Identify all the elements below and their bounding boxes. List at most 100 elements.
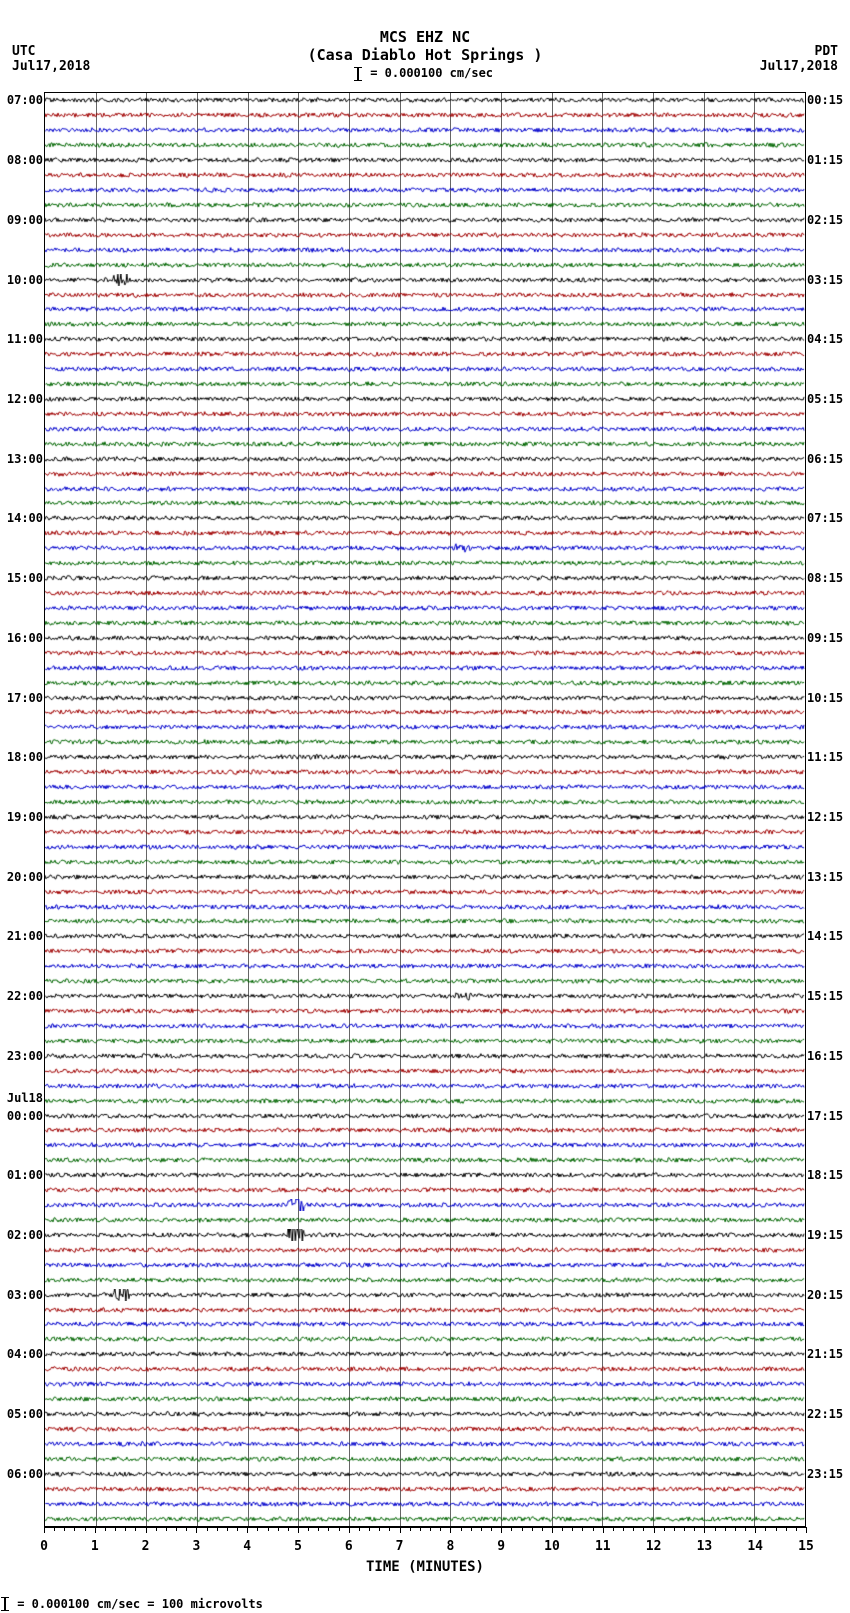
time-label-right: 02:15 xyxy=(807,213,843,227)
trace-row xyxy=(45,966,805,967)
time-label-right: 12:15 xyxy=(807,810,843,824)
trace-row xyxy=(45,1026,805,1027)
trace-row xyxy=(45,1369,805,1370)
x-tick: 1 xyxy=(91,1539,99,1554)
trace-row xyxy=(45,414,805,415)
trace-row xyxy=(45,489,805,490)
tz-right-label: PDT xyxy=(760,44,838,59)
time-label-left: 19:00 xyxy=(7,810,43,824)
time-label-left: 07:00 xyxy=(7,93,43,107)
x-tick: 15 xyxy=(798,1539,814,1554)
x-tick: 10 xyxy=(544,1539,560,1554)
trace-row xyxy=(45,459,805,460)
trace-row xyxy=(45,787,805,788)
trace-row xyxy=(45,115,805,116)
time-label-right: 08:15 xyxy=(807,571,843,585)
x-tick: 8 xyxy=(446,1539,454,1554)
trace-row xyxy=(45,907,805,908)
trace-row xyxy=(45,518,805,519)
trace-row xyxy=(45,757,805,758)
trace-row xyxy=(45,250,805,251)
footer-text: = 0.000100 cm/sec = 100 microvolts xyxy=(17,1597,263,1611)
trace-row xyxy=(45,369,805,370)
trace-row xyxy=(45,1489,805,1490)
x-tick: 14 xyxy=(747,1539,763,1554)
tz-right-date: Jul17,2018 xyxy=(760,59,838,74)
trace-row xyxy=(45,1145,805,1146)
trace-row xyxy=(45,653,805,654)
trace-row xyxy=(45,1354,805,1355)
x-tick: 4 xyxy=(243,1539,251,1554)
trace-row xyxy=(45,429,805,430)
trace-row xyxy=(45,623,805,624)
trace-row xyxy=(45,668,805,669)
plot-area: 07:0008:0009:0010:0011:0012:0013:0014:00… xyxy=(44,92,806,1528)
time-label-right: 16:15 xyxy=(807,1049,843,1063)
time-label-right: 13:15 xyxy=(807,870,843,884)
trace-row xyxy=(45,698,805,699)
trace-row xyxy=(45,1056,805,1057)
trace-row xyxy=(45,578,805,579)
trace-row xyxy=(45,936,805,937)
trace-row xyxy=(45,130,805,131)
time-label-left: 18:00 xyxy=(7,750,43,764)
trace-row xyxy=(45,1175,805,1176)
time-label-left: 03:00 xyxy=(7,1288,43,1302)
trace-row xyxy=(45,1086,805,1087)
trace-row xyxy=(45,145,805,146)
trace-row xyxy=(45,339,805,340)
time-label-left: 20:00 xyxy=(7,870,43,884)
trace-row xyxy=(45,1160,805,1161)
time-label-left: 17:00 xyxy=(7,691,43,705)
time-label-right: 03:15 xyxy=(807,273,843,287)
trace-row xyxy=(45,683,805,684)
trace-row xyxy=(45,280,805,281)
trace-row xyxy=(45,1295,805,1296)
time-label-left: 21:00 xyxy=(7,929,43,943)
time-label-left: 23:00 xyxy=(7,1049,43,1063)
trace-row xyxy=(45,1310,805,1311)
time-label-right: 22:15 xyxy=(807,1407,843,1421)
x-tick: 9 xyxy=(497,1539,505,1554)
time-label-left: 14:00 xyxy=(7,511,43,525)
trace-row xyxy=(45,1235,805,1236)
time-label-left: 05:00 xyxy=(7,1407,43,1421)
trace-row xyxy=(45,1459,805,1460)
trace-row xyxy=(45,1041,805,1042)
trace-row xyxy=(45,1071,805,1072)
trace-row xyxy=(45,324,805,325)
x-tick: 2 xyxy=(142,1539,150,1554)
time-label-right: 14:15 xyxy=(807,929,843,943)
trace-row xyxy=(45,1130,805,1131)
time-label-right: 18:15 xyxy=(807,1168,843,1182)
time-label-right: 01:15 xyxy=(807,153,843,167)
trace-row xyxy=(45,354,805,355)
x-tick: 5 xyxy=(294,1539,302,1554)
scale-note-text: = 0.000100 cm/sec xyxy=(370,66,493,80)
trace-row xyxy=(45,1324,805,1325)
time-label-left: 13:00 xyxy=(7,452,43,466)
time-label-left: 00:00 xyxy=(7,1109,43,1123)
x-tick: 11 xyxy=(595,1539,611,1554)
time-label-right: 17:15 xyxy=(807,1109,843,1123)
time-label-left: 10:00 xyxy=(7,273,43,287)
trace-row xyxy=(45,847,805,848)
trace-row xyxy=(45,190,805,191)
trace-row xyxy=(45,1444,805,1445)
x-tick: 3 xyxy=(192,1539,200,1554)
time-label-right: 20:15 xyxy=(807,1288,843,1302)
trace-row xyxy=(45,1116,805,1117)
trace-row xyxy=(45,1474,805,1475)
trace-row xyxy=(45,951,805,952)
trace-row xyxy=(45,563,805,564)
trace-row xyxy=(45,1101,805,1102)
x-axis: 0123456789101112131415 xyxy=(44,1527,806,1557)
x-tick: 13 xyxy=(697,1539,713,1554)
trace-row xyxy=(45,235,805,236)
trace-row xyxy=(45,1399,805,1400)
station-code: MCS EHZ NC xyxy=(0,28,850,46)
trace-row xyxy=(45,1011,805,1012)
time-label-right: 10:15 xyxy=(807,691,843,705)
time-label-left: 09:00 xyxy=(7,213,43,227)
time-label-right: 21:15 xyxy=(807,1347,843,1361)
